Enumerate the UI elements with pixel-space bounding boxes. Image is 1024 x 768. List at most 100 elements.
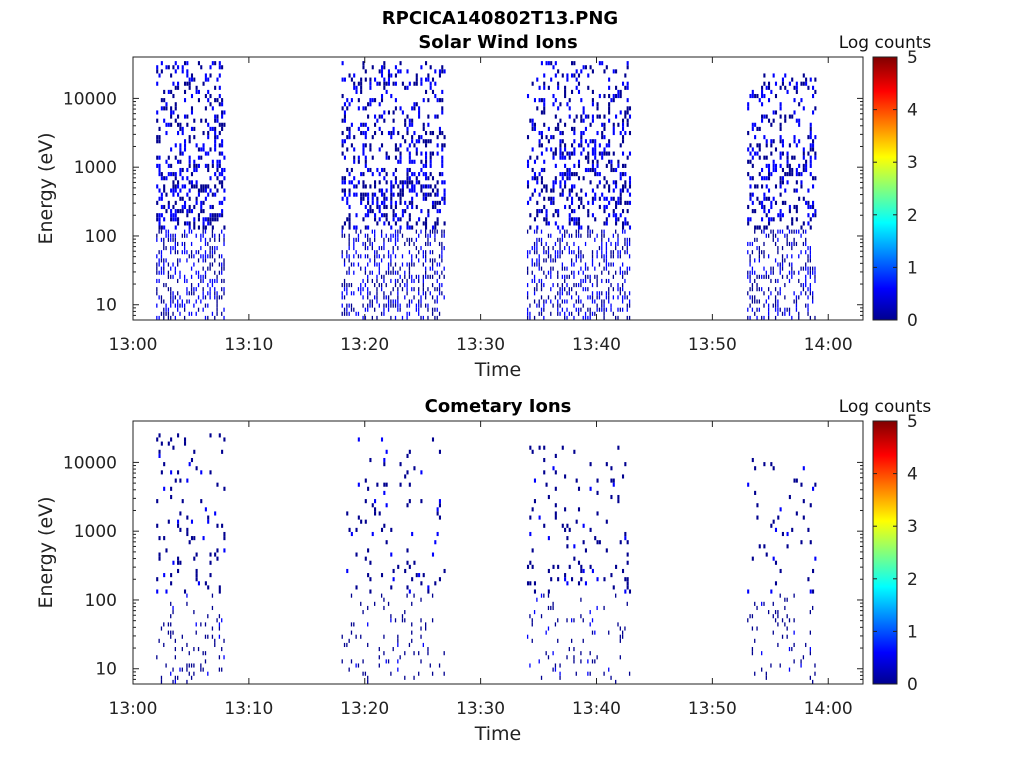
data-cell — [561, 250, 564, 255]
data-cell — [809, 135, 812, 140]
data-cell — [163, 270, 165, 275]
data-cell — [596, 114, 599, 119]
data-cell — [564, 299, 566, 304]
data-cell — [353, 225, 356, 230]
data-cell — [195, 180, 198, 185]
data-cell — [401, 213, 404, 218]
data-cell — [610, 675, 612, 680]
data-cell — [369, 167, 372, 173]
data-cell — [353, 184, 356, 189]
data-cell — [596, 274, 598, 279]
data-cell — [443, 69, 446, 74]
data-cell — [346, 167, 349, 173]
data-cell — [608, 143, 611, 148]
data-cell — [343, 278, 346, 284]
data-cell — [543, 593, 545, 598]
data-cell — [380, 65, 384, 70]
x-tick-label: 13:10 — [224, 699, 273, 719]
data-cell — [431, 311, 434, 316]
data-cell — [781, 139, 784, 144]
data-cell — [172, 192, 175, 197]
data-cell — [163, 237, 165, 242]
data-cell — [156, 184, 159, 189]
data-cell — [207, 122, 210, 127]
data-cell — [781, 151, 784, 156]
data-cell — [786, 626, 788, 631]
data-cell — [163, 462, 166, 467]
data-cell — [603, 126, 606, 131]
data-cell — [758, 98, 761, 103]
data-cell — [383, 204, 386, 210]
data-cell — [367, 307, 369, 312]
data-cell — [397, 159, 400, 164]
data-cell — [788, 209, 791, 214]
data-cell — [216, 307, 218, 312]
data-cell — [376, 196, 379, 201]
data-cell — [200, 667, 202, 672]
data-cell — [415, 151, 418, 156]
data-cell — [397, 278, 399, 284]
data-cell — [348, 180, 351, 185]
data-cell — [221, 266, 223, 271]
data-cell — [214, 511, 217, 516]
data-cell — [441, 106, 444, 111]
data-cell — [805, 250, 807, 255]
data-cell — [186, 81, 189, 86]
data-cell — [559, 139, 562, 144]
data-cell — [786, 307, 788, 312]
data-cell — [547, 568, 550, 574]
data-cell — [355, 527, 358, 532]
data-cell — [577, 89, 581, 94]
data-cell — [431, 151, 435, 156]
data-cell — [802, 196, 805, 201]
data-cell — [566, 167, 569, 173]
data-cell — [564, 172, 567, 177]
data-cell — [584, 114, 587, 119]
data-cell — [343, 180, 346, 185]
data-cell — [411, 135, 414, 140]
data-cell — [174, 200, 177, 205]
data-cell — [788, 143, 791, 148]
data-cell — [536, 225, 539, 230]
data-cell — [751, 287, 754, 292]
data-cell — [392, 647, 394, 652]
data-cell — [177, 523, 180, 528]
data-cell — [582, 278, 584, 284]
data-cell — [798, 229, 800, 234]
y-tick-label: 10 — [95, 660, 117, 680]
data-cell — [174, 118, 177, 123]
data-cell — [348, 188, 351, 193]
data-cell — [179, 311, 181, 316]
data-cell — [371, 229, 373, 234]
data-cell — [533, 478, 537, 483]
data-cell — [167, 270, 170, 275]
data-cell — [425, 77, 428, 82]
data-cell — [747, 274, 749, 279]
data-cell — [390, 188, 393, 193]
data-cell — [394, 98, 397, 103]
data-cell — [422, 184, 425, 189]
data-cell — [809, 315, 811, 320]
data-cell — [531, 548, 534, 553]
data-cell — [538, 278, 540, 284]
data-cell — [770, 291, 772, 296]
data-cell — [218, 65, 221, 70]
data-cell — [598, 180, 601, 185]
data-cell — [543, 283, 545, 288]
data-cell — [559, 250, 561, 255]
data-cell — [561, 299, 564, 304]
data-cell — [552, 184, 555, 189]
data-cell — [422, 283, 424, 288]
data-cell — [418, 651, 420, 656]
data-cell — [380, 229, 383, 234]
data-cell — [177, 180, 180, 185]
data-cell — [568, 192, 571, 197]
data-cell — [591, 258, 594, 263]
data-cell — [601, 192, 604, 197]
data-cell — [608, 110, 611, 115]
data-cell — [193, 287, 195, 292]
data-cell — [394, 270, 397, 275]
data-cell — [756, 196, 759, 201]
data-cell — [221, 172, 224, 177]
data-cell — [624, 110, 627, 115]
